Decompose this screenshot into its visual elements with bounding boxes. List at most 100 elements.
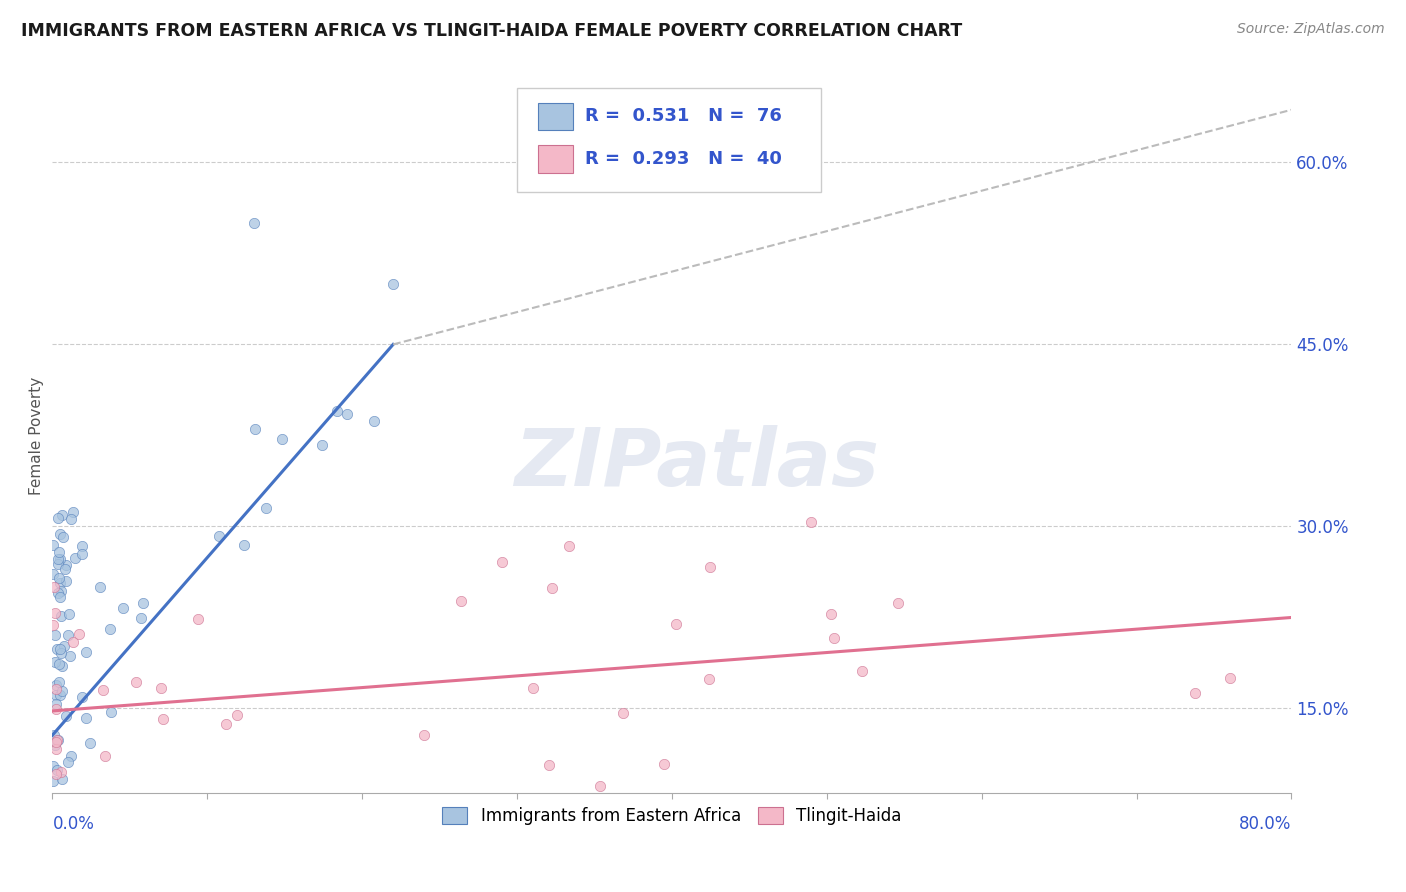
Point (42, 617, 65, 632)
Point (311, 438, 333, 452)
Point (79, 736, 101, 750)
Point (48, 576, 70, 591)
Point (42, 759, 65, 773)
Point (75, 645, 97, 659)
Point (49, 765, 72, 780)
Point (46, 763, 69, 777)
Point (45, 697, 67, 711)
Point (45, 678, 67, 692)
Point (522, 681, 544, 695)
Point (51, 508, 73, 522)
Text: Source: ZipAtlas.com: Source: ZipAtlas.com (1237, 22, 1385, 37)
Point (44, 628, 66, 642)
Point (69, 626, 91, 640)
Y-axis label: Female Poverty: Female Poverty (30, 376, 44, 494)
Point (225, 708, 247, 723)
Point (55, 708, 77, 723)
Point (800, 516, 823, 530)
Point (129, 611, 152, 625)
Point (851, 665, 873, 679)
Text: R =  0.293   N =  40: R = 0.293 N = 40 (585, 150, 782, 168)
Point (537, 758, 560, 772)
Point (41, 567, 63, 582)
Point (150, 681, 173, 695)
Point (413, 729, 436, 743)
Point (51, 683, 73, 698)
Point (49, 688, 72, 702)
Point (48, 674, 70, 689)
Point (55, 558, 77, 572)
Bar (538, 145, 572, 173)
Point (187, 612, 209, 626)
Text: R =  0.531   N =  76: R = 0.531 N = 76 (585, 107, 782, 125)
Point (49, 646, 72, 660)
Point (132, 596, 155, 610)
Point (58, 628, 80, 642)
Point (49, 583, 72, 598)
Point (589, 779, 612, 793)
Point (49, 552, 72, 566)
Point (44, 738, 66, 752)
Point (44, 606, 66, 620)
Point (45, 682, 67, 697)
Point (1184, 685, 1206, 699)
Bar (538, 103, 572, 129)
Point (45, 688, 67, 702)
Point (124, 674, 146, 689)
Point (207, 529, 229, 543)
Point (45, 642, 67, 657)
Point (1219, 672, 1241, 686)
Point (886, 595, 908, 609)
Point (243, 422, 266, 436)
Point (58, 649, 80, 664)
Point (100, 705, 122, 719)
Point (697, 672, 720, 686)
Point (62, 635, 84, 649)
Point (652, 757, 675, 772)
Point (44, 655, 66, 669)
Point (42, 773, 65, 788)
Point (46, 586, 69, 600)
Text: IMMIGRANTS FROM EASTERN AFRICA VS TLINGIT-HAIDA FEMALE POVERTY CORRELATION CHART: IMMIGRANTS FROM EASTERN AFRICA VS TLINGI… (21, 22, 962, 40)
Point (111, 600, 134, 615)
Point (51, 658, 73, 673)
Point (55, 574, 77, 588)
Point (49, 526, 72, 541)
Point (49, 591, 72, 605)
Point (58, 607, 80, 621)
Point (48, 571, 70, 585)
Point (450, 594, 472, 608)
Point (820, 607, 842, 621)
Point (63, 550, 86, 565)
Point (52, 530, 75, 544)
Point (70, 690, 93, 705)
Point (44, 702, 66, 716)
Point (56, 755, 79, 769)
Point (49, 641, 72, 656)
Point (215, 716, 238, 731)
Point (42, 581, 65, 595)
Point (98, 622, 121, 636)
Point (612, 706, 634, 720)
Point (233, 538, 256, 552)
Point (326, 403, 349, 417)
Point (70, 540, 93, 554)
Point (541, 581, 564, 595)
FancyBboxPatch shape (517, 88, 821, 192)
Point (45, 735, 67, 749)
Point (62, 505, 84, 519)
Point (558, 539, 581, 553)
Point (45, 766, 67, 780)
Point (271, 432, 294, 446)
Point (46, 733, 69, 747)
Point (48, 545, 70, 559)
Point (49, 608, 72, 623)
Point (59, 512, 82, 526)
Point (75, 711, 97, 725)
Point (51, 772, 73, 787)
Text: 80.0%: 80.0% (1239, 815, 1292, 833)
Point (491, 555, 513, 569)
Point (42, 537, 65, 551)
Point (45, 742, 67, 756)
Point (665, 617, 688, 632)
